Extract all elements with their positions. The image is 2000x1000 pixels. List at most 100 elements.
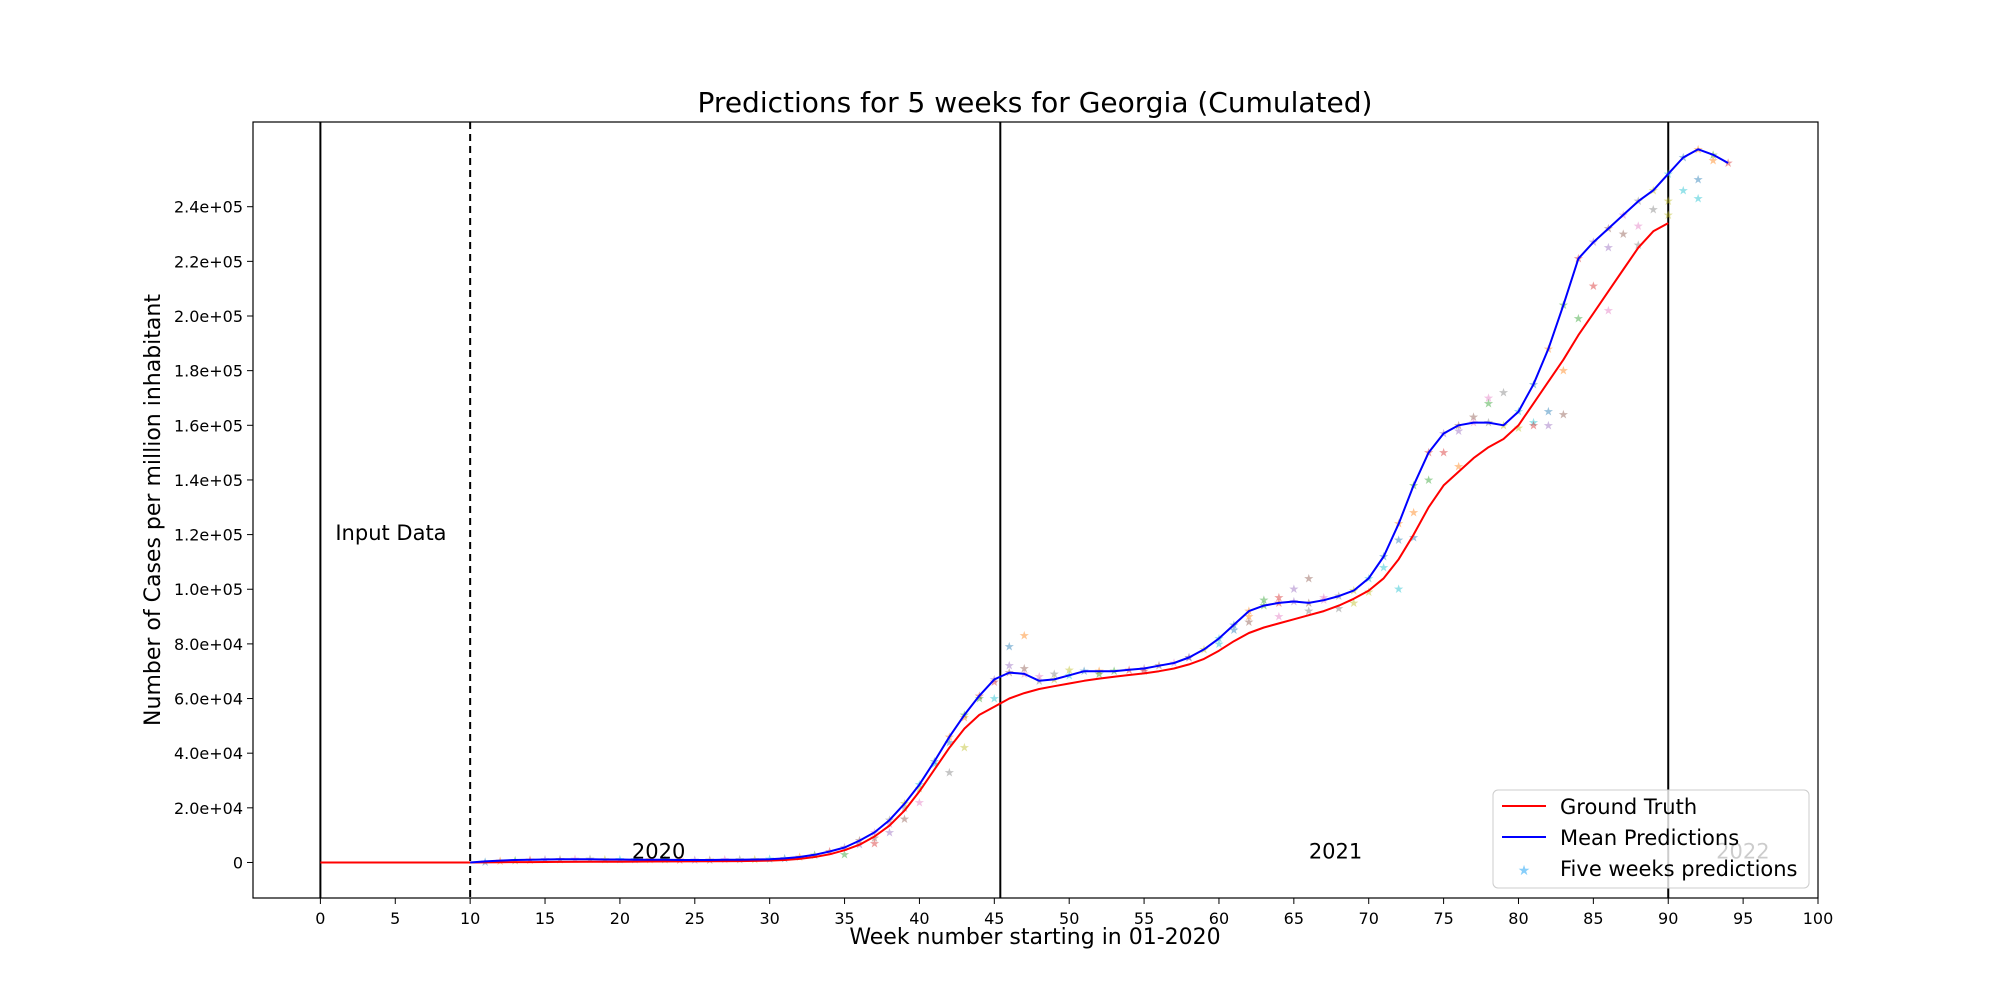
prediction-point: ★ (1408, 530, 1419, 544)
prediction-point: ★ (1244, 615, 1255, 629)
prediction-point: ★ (1273, 590, 1284, 604)
prediction-point: ★ (1094, 667, 1105, 681)
y-tick-label: 2.0e+05 (174, 307, 243, 326)
y-axis-ticks: 0 2.0e+04 4.0e+04 6.0e+04 8.0e+04 1.0e+05 1.2e… (174, 198, 253, 872)
prediction-point: ★ (1034, 670, 1045, 684)
prediction-point: ★ (1393, 582, 1404, 596)
x-tick-label: 50 (1059, 909, 1079, 928)
x-axis-ticks: 0 5 10 15 20 25 30 35 40 45 50 55 60 65 70 75 80 85 90 95 10… (315, 898, 1833, 928)
prediction-point: ★ (1663, 194, 1674, 208)
prediction-point: ★ (1618, 227, 1629, 241)
prediction-point: ★ (1288, 582, 1299, 596)
x-tick-label: 35 (834, 909, 854, 928)
prediction-point: ★ (1633, 238, 1644, 252)
x-tick-label: 85 (1583, 909, 1603, 928)
prediction-point: ★ (1049, 667, 1060, 681)
prediction-point: ★ (1214, 637, 1225, 651)
x-axis-label: Week number starting in 01-2020 (849, 925, 1220, 950)
x-tick-label: 0 (315, 909, 325, 928)
legend-mean-predictions-label: Mean Predictions (1560, 826, 1739, 850)
x-tick-label: 20 (610, 909, 630, 928)
x-tick-label: 90 (1658, 909, 1678, 928)
mean-predictions-line (470, 148, 1729, 864)
prediction-point: ★ (1019, 629, 1030, 643)
series-lines (320, 148, 1729, 864)
prediction-point: ★ (1483, 391, 1494, 405)
prediction-point: ★ (1528, 416, 1539, 430)
prediction-point: ★ (959, 741, 970, 755)
prediction-point: ★ (1393, 533, 1404, 547)
y-tick-label: 1.6e+05 (174, 416, 243, 435)
prediction-point: ★ (899, 801, 910, 815)
x-tick-label: 95 (1733, 909, 1753, 928)
prediction-point: ★ (1318, 590, 1329, 604)
y-tick-label: 1.8e+05 (174, 362, 243, 381)
annotation-2020: 2020 (632, 839, 685, 863)
prediction-point: ★ (1453, 424, 1464, 438)
plot-area (252, 121, 1819, 899)
y-tick-label: 1.0e+05 (174, 580, 243, 599)
legend-ground-truth-label: Ground Truth (1560, 795, 1697, 819)
prediction-point: ★ (1558, 407, 1569, 421)
prediction-point: ★ (1229, 623, 1240, 637)
legend-box (1492, 789, 1810, 889)
x-tick-label: 65 (1284, 909, 1304, 928)
prediction-point: ★ (839, 847, 850, 861)
prediction-point: ★ (1483, 396, 1494, 410)
x-tick-label: 60 (1209, 909, 1229, 928)
y-tick-label: 1.4e+05 (174, 471, 243, 490)
prediction-point: ★ (1019, 661, 1030, 675)
prediction-point: ★ (899, 812, 910, 826)
prediction-point: ★ (1678, 183, 1689, 197)
x-tick-label: 10 (460, 909, 480, 928)
prediction-point: ★ (869, 836, 880, 850)
chart-title: Predictions for 5 weeks for Georgia (Cum… (698, 86, 1373, 119)
legend-five-weeks-marker: ★ (1518, 863, 1531, 879)
x-tick-label: 45 (984, 909, 1004, 928)
prediction-point: ★ (1603, 304, 1614, 318)
x-tick-label: 15 (535, 909, 555, 928)
x-tick-label: 30 (759, 909, 779, 928)
y-tick-label: 0 (233, 853, 243, 872)
legend-five-weeks-label: Five weeks predictions (1560, 857, 1798, 881)
y-tick-label: 6.0e+04 (174, 690, 243, 709)
prediction-point: ★ (1004, 640, 1015, 654)
prediction-point: ★ (1303, 604, 1314, 618)
prediction-point: ★ (1139, 664, 1150, 678)
prediction-point: ★ (1633, 219, 1644, 233)
prediction-point: ★ (1558, 364, 1569, 378)
prediction-point: ★ (1723, 156, 1734, 170)
legend: Ground Truth Mean Predictions ★ Five wee… (1492, 789, 1810, 889)
x-tick-label: 40 (909, 909, 929, 928)
prediction-point: ★ (1543, 405, 1554, 419)
prediction-point: ★ (1468, 410, 1479, 424)
prediction-point: ★ (989, 675, 1000, 689)
prediction-point: ★ (974, 692, 985, 706)
prediction-point: ★ (1363, 585, 1374, 599)
prediction-point: ★ (1498, 386, 1509, 400)
prediction-point: ★ (1273, 610, 1284, 624)
ground-truth-line (320, 222, 1669, 864)
y-tick-label: 8.0e+04 (174, 635, 243, 654)
vertical-markers (319, 122, 1670, 898)
x-tick-label: 70 (1359, 909, 1379, 928)
x-tick-label: 25 (685, 909, 705, 928)
prediction-point: ★ (1064, 663, 1075, 677)
prediction-point: ★ (1528, 418, 1539, 432)
prediction-point: ★ (1708, 153, 1719, 167)
prediction-point: ★ (1453, 459, 1464, 473)
prediction-point: ★ (1378, 560, 1389, 574)
y-tick-label: 2.4e+05 (174, 198, 243, 217)
x-tick-label: 5 (390, 909, 400, 928)
y-axis-label: Number of Cases per million inhabitant (141, 294, 166, 726)
prediction-point: ★ (869, 831, 880, 845)
prediction-point: ★ (1244, 610, 1255, 624)
y-tick-label: 4.0e+04 (174, 744, 243, 763)
prediction-point: ★ (1333, 601, 1344, 615)
prediction-point: ★ (1423, 473, 1434, 487)
prediction-point: ★ (929, 757, 940, 771)
y-tick-label: 2.0e+04 (174, 799, 243, 818)
prediction-point: ★ (944, 765, 955, 779)
prediction-point: ★ (914, 795, 925, 809)
prediction-point: ★ (914, 782, 925, 796)
